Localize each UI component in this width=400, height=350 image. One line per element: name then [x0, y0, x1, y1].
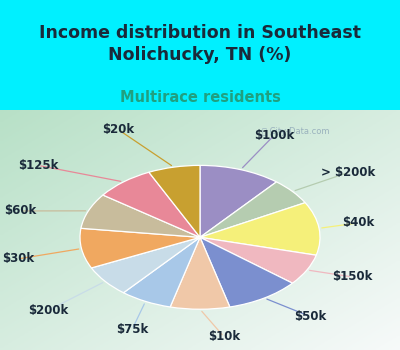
Wedge shape — [200, 237, 316, 283]
Text: Multirace residents: Multirace residents — [120, 90, 280, 105]
Text: Income distribution in Southeast
Nolichucky, TN (%): Income distribution in Southeast Nolichu… — [39, 24, 361, 64]
Wedge shape — [200, 203, 320, 255]
Text: $30k: $30k — [2, 252, 34, 265]
Text: $40k: $40k — [342, 216, 374, 230]
Text: $75k: $75k — [116, 323, 148, 336]
Wedge shape — [103, 172, 200, 237]
Wedge shape — [92, 237, 200, 293]
Wedge shape — [80, 228, 200, 268]
Text: $10k: $10k — [208, 330, 240, 343]
Text: ⓘ City-Data.com: ⓘ City-Data.com — [262, 127, 330, 136]
Text: $100k: $100k — [254, 129, 294, 142]
Wedge shape — [149, 166, 200, 237]
Wedge shape — [124, 237, 200, 307]
Text: $150k: $150k — [332, 271, 372, 284]
Wedge shape — [200, 182, 305, 237]
Text: $50k: $50k — [294, 310, 326, 323]
Wedge shape — [200, 237, 292, 307]
Text: $125k: $125k — [18, 159, 58, 172]
Text: $200k: $200k — [28, 304, 68, 317]
Wedge shape — [200, 166, 276, 237]
Text: $20k: $20k — [102, 123, 134, 136]
Wedge shape — [81, 195, 200, 237]
Text: > $200k: > $200k — [321, 166, 375, 179]
Wedge shape — [170, 237, 230, 309]
Text: $60k: $60k — [4, 204, 36, 217]
